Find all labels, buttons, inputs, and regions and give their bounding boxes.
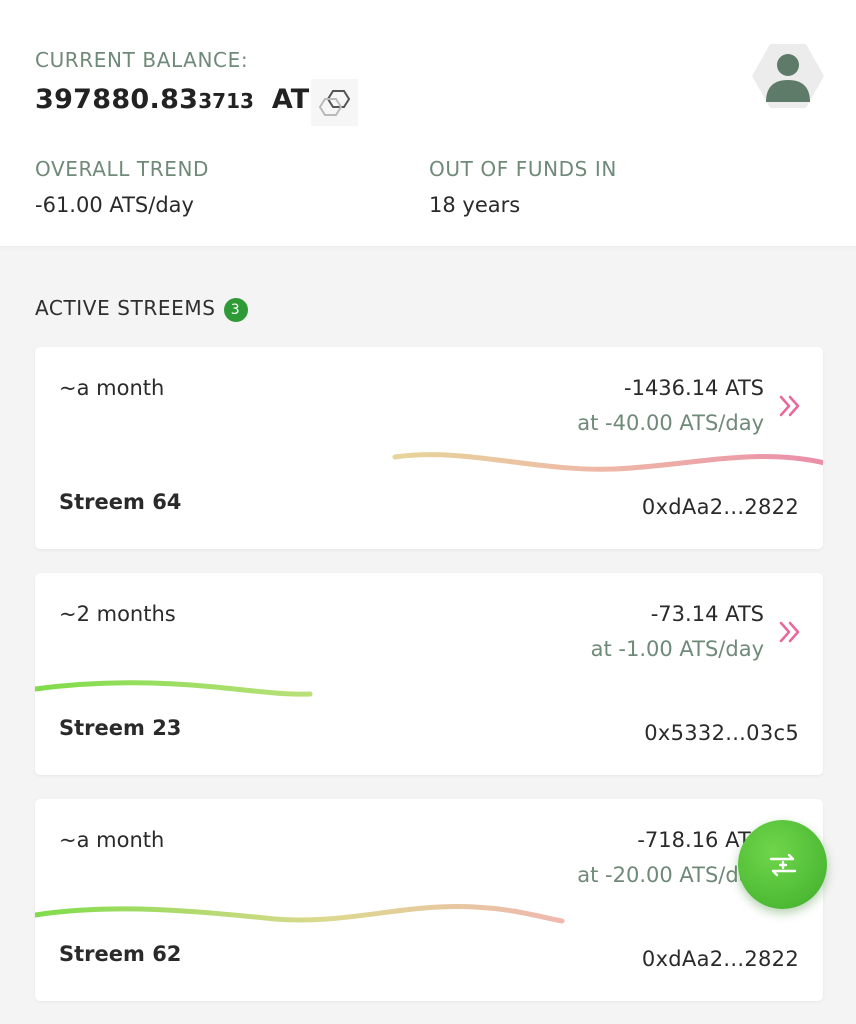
stream-address: 0x5332...03c5 (644, 721, 799, 745)
stream-address: 0xdAa2...2822 (641, 495, 799, 519)
stream-duration: ~a month (59, 376, 165, 400)
active-streams-title: ACTIVE STREEMS 3 (35, 296, 248, 322)
balance-value: 397880.83 3713 ATS (35, 84, 329, 115)
stream-card[interactable]: ~a month -1436.14 ATS at -40.00 ATS/day … (35, 347, 823, 549)
new-stream-button[interactable] (738, 820, 827, 909)
balance-main-digits: 397880.83 (35, 84, 199, 115)
stream-amount: -73.14 ATS (650, 602, 764, 626)
swap-add-icon (769, 853, 796, 876)
stream-amount: -1436.14 ATS (624, 376, 764, 400)
stream-name: Streem 64 (59, 490, 182, 514)
balance-label: CURRENT BALANCE: (35, 48, 249, 72)
funds-value: 18 years (429, 193, 521, 217)
double-chevron-right-icon[interactable] (777, 393, 803, 419)
trend-value: -61.00 ATS/day (35, 193, 194, 217)
stream-count-badge: 3 (223, 298, 248, 322)
balance-header: CURRENT BALANCE: 397880.83 3713 ATS OVERAL… (0, 0, 856, 246)
stream-address: 0xdAa2...2822 (641, 947, 799, 971)
stream-card[interactable]: ~2 months -73.14 ATS at -1.00 ATS/day St… (35, 573, 823, 775)
stream-duration: ~2 months (59, 602, 176, 626)
stream-name: Streem 23 (59, 716, 182, 740)
stream-duration: ~a month (59, 828, 165, 852)
stream-rate: at -40.00 ATS/day (577, 411, 764, 435)
user-avatar-icon[interactable] (752, 40, 824, 112)
funds-label: OUT OF FUNDS IN (429, 157, 617, 181)
active-streams-label: ACTIVE STREEMS (35, 296, 216, 320)
balance-small-digits: 3713 (198, 89, 254, 113)
double-chevron-right-icon[interactable] (777, 619, 803, 645)
stream-rate: at -1.00 ATS/day (590, 637, 764, 661)
stream-name: Streem 62 (59, 942, 182, 966)
token-hexagon-icon[interactable] (311, 79, 358, 126)
trend-label: OVERALL TREND (35, 157, 210, 181)
stream-rate: at -20.00 ATS/day (577, 863, 764, 887)
stream-card[interactable]: ~a month -718.16 ATS at -20.00 ATS/day S… (35, 799, 823, 1001)
